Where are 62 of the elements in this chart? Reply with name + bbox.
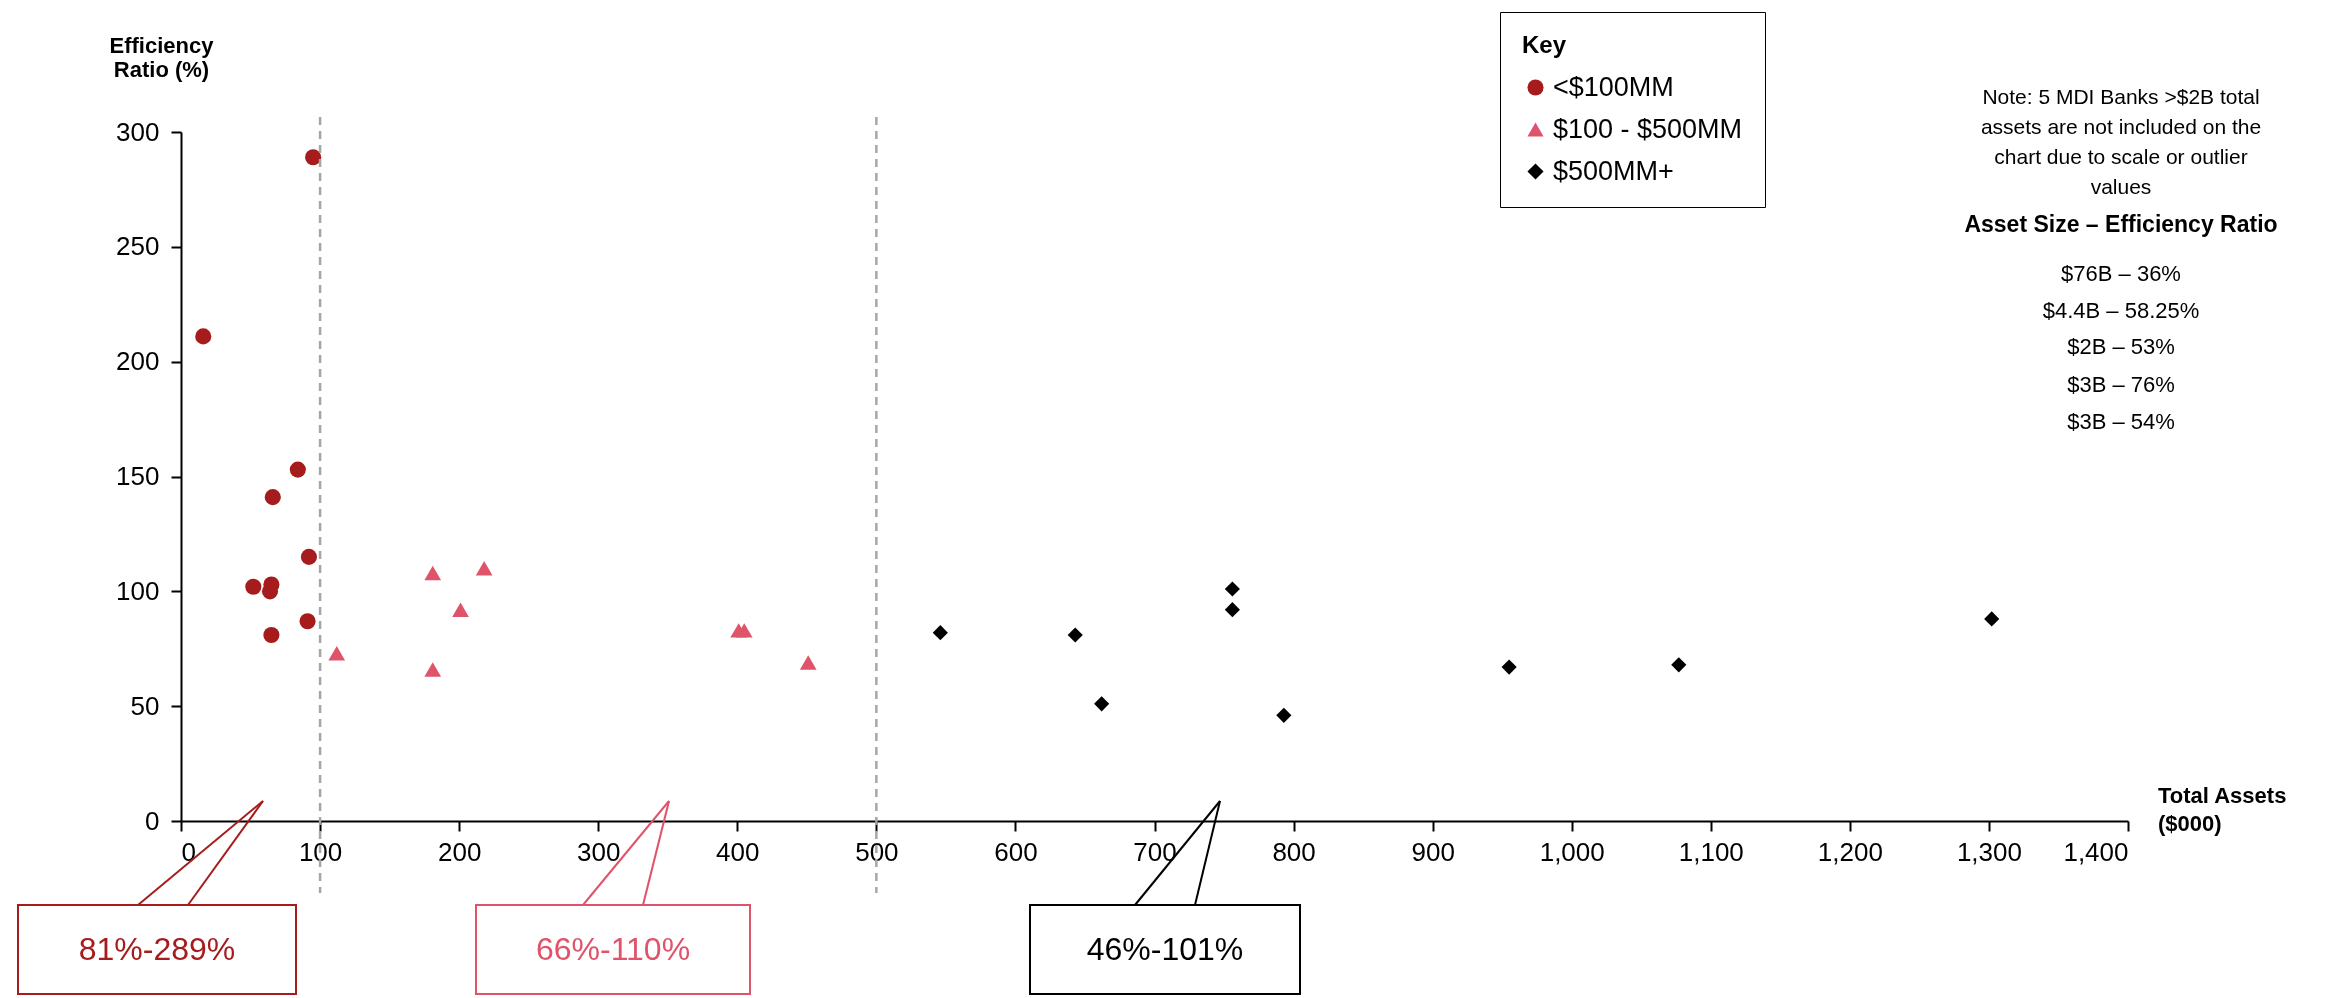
point <box>424 565 442 581</box>
annotation: $3B – 54% <box>2067 409 2175 434</box>
y-tick-label: 0 <box>145 805 160 836</box>
y-tick-label: 200 <box>116 346 160 377</box>
y-tick-label: 300 <box>116 116 160 147</box>
point <box>1094 696 1110 712</box>
annotation: Note: 5 MDI Banks >$2B total assets are not included on the chart due to scale or outlier values <box>1980 85 2262 198</box>
point <box>245 578 262 595</box>
x-tick-label: 400 <box>716 836 760 867</box>
point <box>1984 611 2000 627</box>
point <box>424 662 442 677</box>
x-tick-label: 900 <box>1411 836 1455 867</box>
point <box>452 602 469 617</box>
point <box>299 613 316 630</box>
text: 46%-101% <box>1086 930 1244 967</box>
y-tick-label: 250 <box>116 231 160 262</box>
point <box>264 489 281 506</box>
annotation: $3B – 76% <box>2067 372 2175 397</box>
legend-label: $100 - $500MM <box>1553 113 1743 144</box>
point <box>195 328 212 345</box>
x-tick-label: 0 <box>181 836 196 867</box>
y-axis-title: Efficiency Ratio (%) <box>109 32 215 82</box>
x-tick-label: 500 <box>855 836 899 867</box>
annotation: $76B – 36% <box>2061 261 2181 286</box>
annotation: Asset Size – Efficiency Ratio <box>1964 211 2278 237</box>
x-tick-label: 800 <box>1272 836 1316 867</box>
point <box>1067 627 1083 643</box>
x-axis-title: Total Assets ($000) <box>2158 783 2287 836</box>
x-tick-label: 200 <box>437 836 482 867</box>
x-tick-label: 300 <box>577 836 621 867</box>
point <box>475 561 493 576</box>
annotation: $2B – 53% <box>2067 334 2175 359</box>
legend-label: <$100MM <box>1553 71 1674 102</box>
text: 66%-110% <box>535 930 691 967</box>
point <box>289 461 306 478</box>
x-tick-label: 1,100 <box>1678 836 1744 867</box>
point <box>1276 707 1292 723</box>
y-tick-label: 100 <box>116 575 160 606</box>
point <box>305 149 322 166</box>
point <box>328 646 346 661</box>
point <box>735 623 753 638</box>
point <box>1671 657 1687 673</box>
point <box>263 626 280 644</box>
x-tick-label: 700 <box>1133 836 1177 867</box>
point <box>300 548 318 565</box>
point <box>1501 659 1517 675</box>
text: 81%-289% <box>78 930 236 967</box>
x-tick-label: 1,000 <box>1539 836 1605 867</box>
point <box>799 655 817 670</box>
x-tick-label: 1,300 <box>1956 836 2022 867</box>
x-tick-label: 1,400 <box>2063 836 2129 867</box>
y-tick-label: 50 <box>130 690 160 721</box>
x-tick-label: 100 <box>298 836 343 867</box>
point <box>1224 602 1240 618</box>
annotation: $4.4B – 58.25% <box>2042 298 2200 323</box>
point <box>932 625 948 641</box>
point <box>1224 581 1240 597</box>
x-tick-label: 1,200 <box>1817 836 1883 867</box>
y-tick-label: 150 <box>116 461 160 491</box>
legend-label: $500MM+ <box>1553 155 1674 186</box>
x-tick-label: 600 <box>994 836 1038 867</box>
legend-title: Key <box>1522 31 1567 58</box>
